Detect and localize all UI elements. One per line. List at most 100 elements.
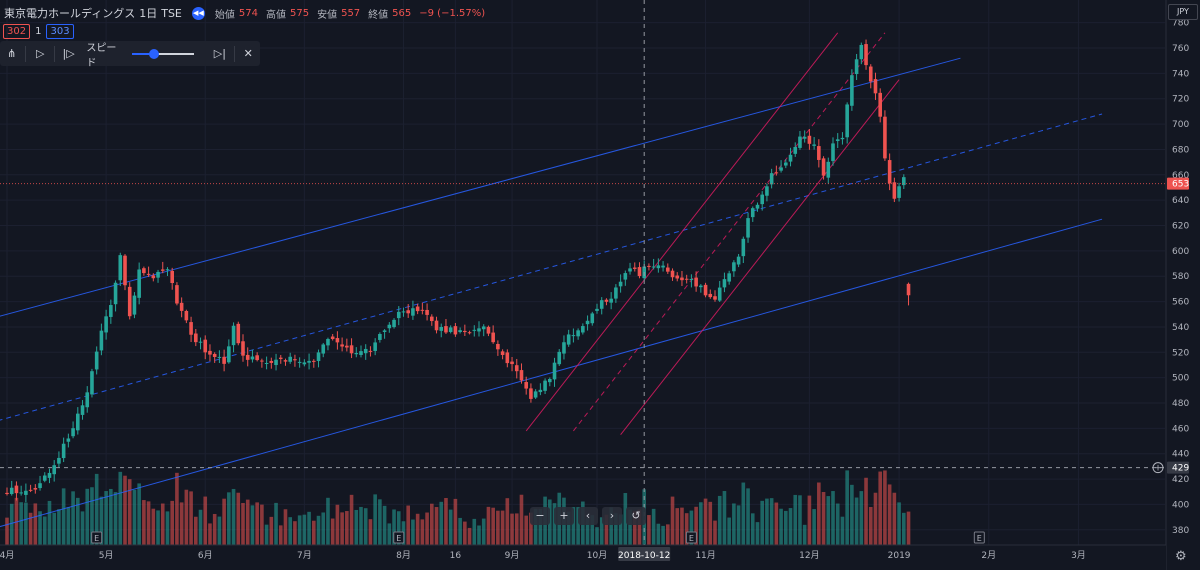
candle-body (94, 351, 99, 370)
volume-bar (779, 508, 783, 545)
open-value: 574 (238, 7, 258, 19)
candle-body (330, 336, 335, 340)
candle (387, 322, 392, 333)
candle-body (269, 360, 274, 363)
channel-long-line[interactable] (0, 218, 1103, 528)
candle-body (788, 154, 793, 162)
reset-view-button[interactable]: ↺ (626, 507, 646, 525)
buy-pill[interactable]: 303 (46, 24, 74, 39)
candle (264, 356, 269, 370)
candle-body (66, 438, 71, 442)
candle (755, 202, 760, 212)
candle-body (411, 308, 415, 316)
candle-body (835, 139, 840, 142)
candle (576, 328, 580, 340)
candle (255, 352, 259, 362)
candle-body (557, 351, 562, 365)
close-icon[interactable]: ✕ (243, 47, 253, 60)
volume-bar (599, 517, 604, 545)
candle (760, 191, 764, 211)
volume-bar (283, 509, 288, 545)
candle (90, 368, 94, 398)
volume-bar (854, 497, 859, 545)
volume-bar (231, 488, 236, 545)
candle-body (127, 286, 132, 317)
play-icon[interactable]: ▷ (35, 47, 45, 60)
rewind-icon[interactable]: ◀◀ (191, 6, 205, 20)
volume-bar (33, 503, 38, 545)
candle (727, 270, 731, 285)
volume-bar (472, 518, 477, 545)
channel-short-line[interactable] (573, 32, 886, 432)
volume-bar (90, 487, 94, 545)
candle (278, 354, 283, 364)
candle-body (736, 256, 741, 265)
candle (127, 282, 132, 320)
price-tick-label: 500 (1172, 374, 1189, 384)
zoom-in-button[interactable]: + (554, 507, 574, 525)
candle-body (453, 326, 458, 335)
candle (156, 269, 160, 283)
add-alert-icon[interactable] (1152, 462, 1164, 474)
candle (533, 389, 538, 399)
candle (94, 346, 99, 375)
candle-body (812, 144, 816, 146)
earnings-marker[interactable]: E (685, 531, 697, 544)
candle (241, 334, 245, 362)
settings-gear-icon[interactable]: ⚙ (1175, 549, 1187, 564)
channel-long-line[interactable] (0, 113, 1103, 421)
candle (330, 333, 335, 341)
volume-bar (864, 477, 868, 545)
scroll-left-button[interactable]: ‹ (578, 507, 598, 525)
candle-body (840, 137, 845, 140)
scroll-right-button[interactable]: › (602, 507, 622, 525)
channel-short-line[interactable] (525, 32, 839, 432)
candle (146, 266, 151, 277)
volume-bar (47, 500, 52, 545)
currency-button[interactable]: JPY (1168, 4, 1198, 20)
volume-bar (179, 502, 184, 545)
candle-body (274, 359, 278, 366)
time-tick-label: 3月 (1071, 550, 1086, 561)
candle-body (151, 275, 156, 279)
candle-body (807, 135, 812, 144)
earnings-marker[interactable]: E (393, 531, 405, 544)
time-tick-label: 5月 (99, 550, 114, 561)
candle-body (396, 311, 401, 319)
candle-body (420, 309, 425, 311)
speed-label: スピード (86, 42, 117, 69)
volume-bar (57, 509, 61, 545)
candle-body (826, 161, 831, 178)
candle-body (552, 362, 557, 380)
candle (463, 324, 467, 337)
interval-label[interactable]: 1日 (139, 7, 158, 20)
candle-body (514, 365, 519, 372)
earnings-marker[interactable]: E (973, 531, 985, 544)
channel-short-line[interactable] (620, 79, 900, 436)
price-tick-label: 780 (1172, 19, 1189, 29)
earnings-marker[interactable]: E (91, 531, 103, 544)
speed-slider-knob[interactable] (149, 48, 160, 59)
candle-body (717, 287, 722, 301)
candle-body (104, 316, 108, 333)
candle (769, 168, 774, 189)
step-forward-icon[interactable]: |▷ (62, 47, 75, 60)
candle (283, 358, 288, 366)
jump-to-realtime-icon[interactable]: ▷| (213, 47, 226, 60)
symbol-name[interactable]: 東京電力ホールディングス (4, 7, 136, 20)
candle (439, 323, 444, 338)
sell-pill[interactable]: 302 (3, 24, 31, 39)
candle-body (599, 300, 604, 309)
candle (363, 344, 368, 360)
zoom-out-button[interactable]: − (530, 507, 550, 525)
candle (481, 324, 486, 337)
speed-slider[interactable] (131, 48, 195, 59)
replay-select-icon[interactable]: ⋔ (7, 47, 17, 60)
volume-bar (632, 511, 637, 545)
candle (595, 303, 599, 314)
volume-bar (708, 501, 713, 545)
candle (684, 274, 689, 284)
candle-body (694, 277, 698, 287)
